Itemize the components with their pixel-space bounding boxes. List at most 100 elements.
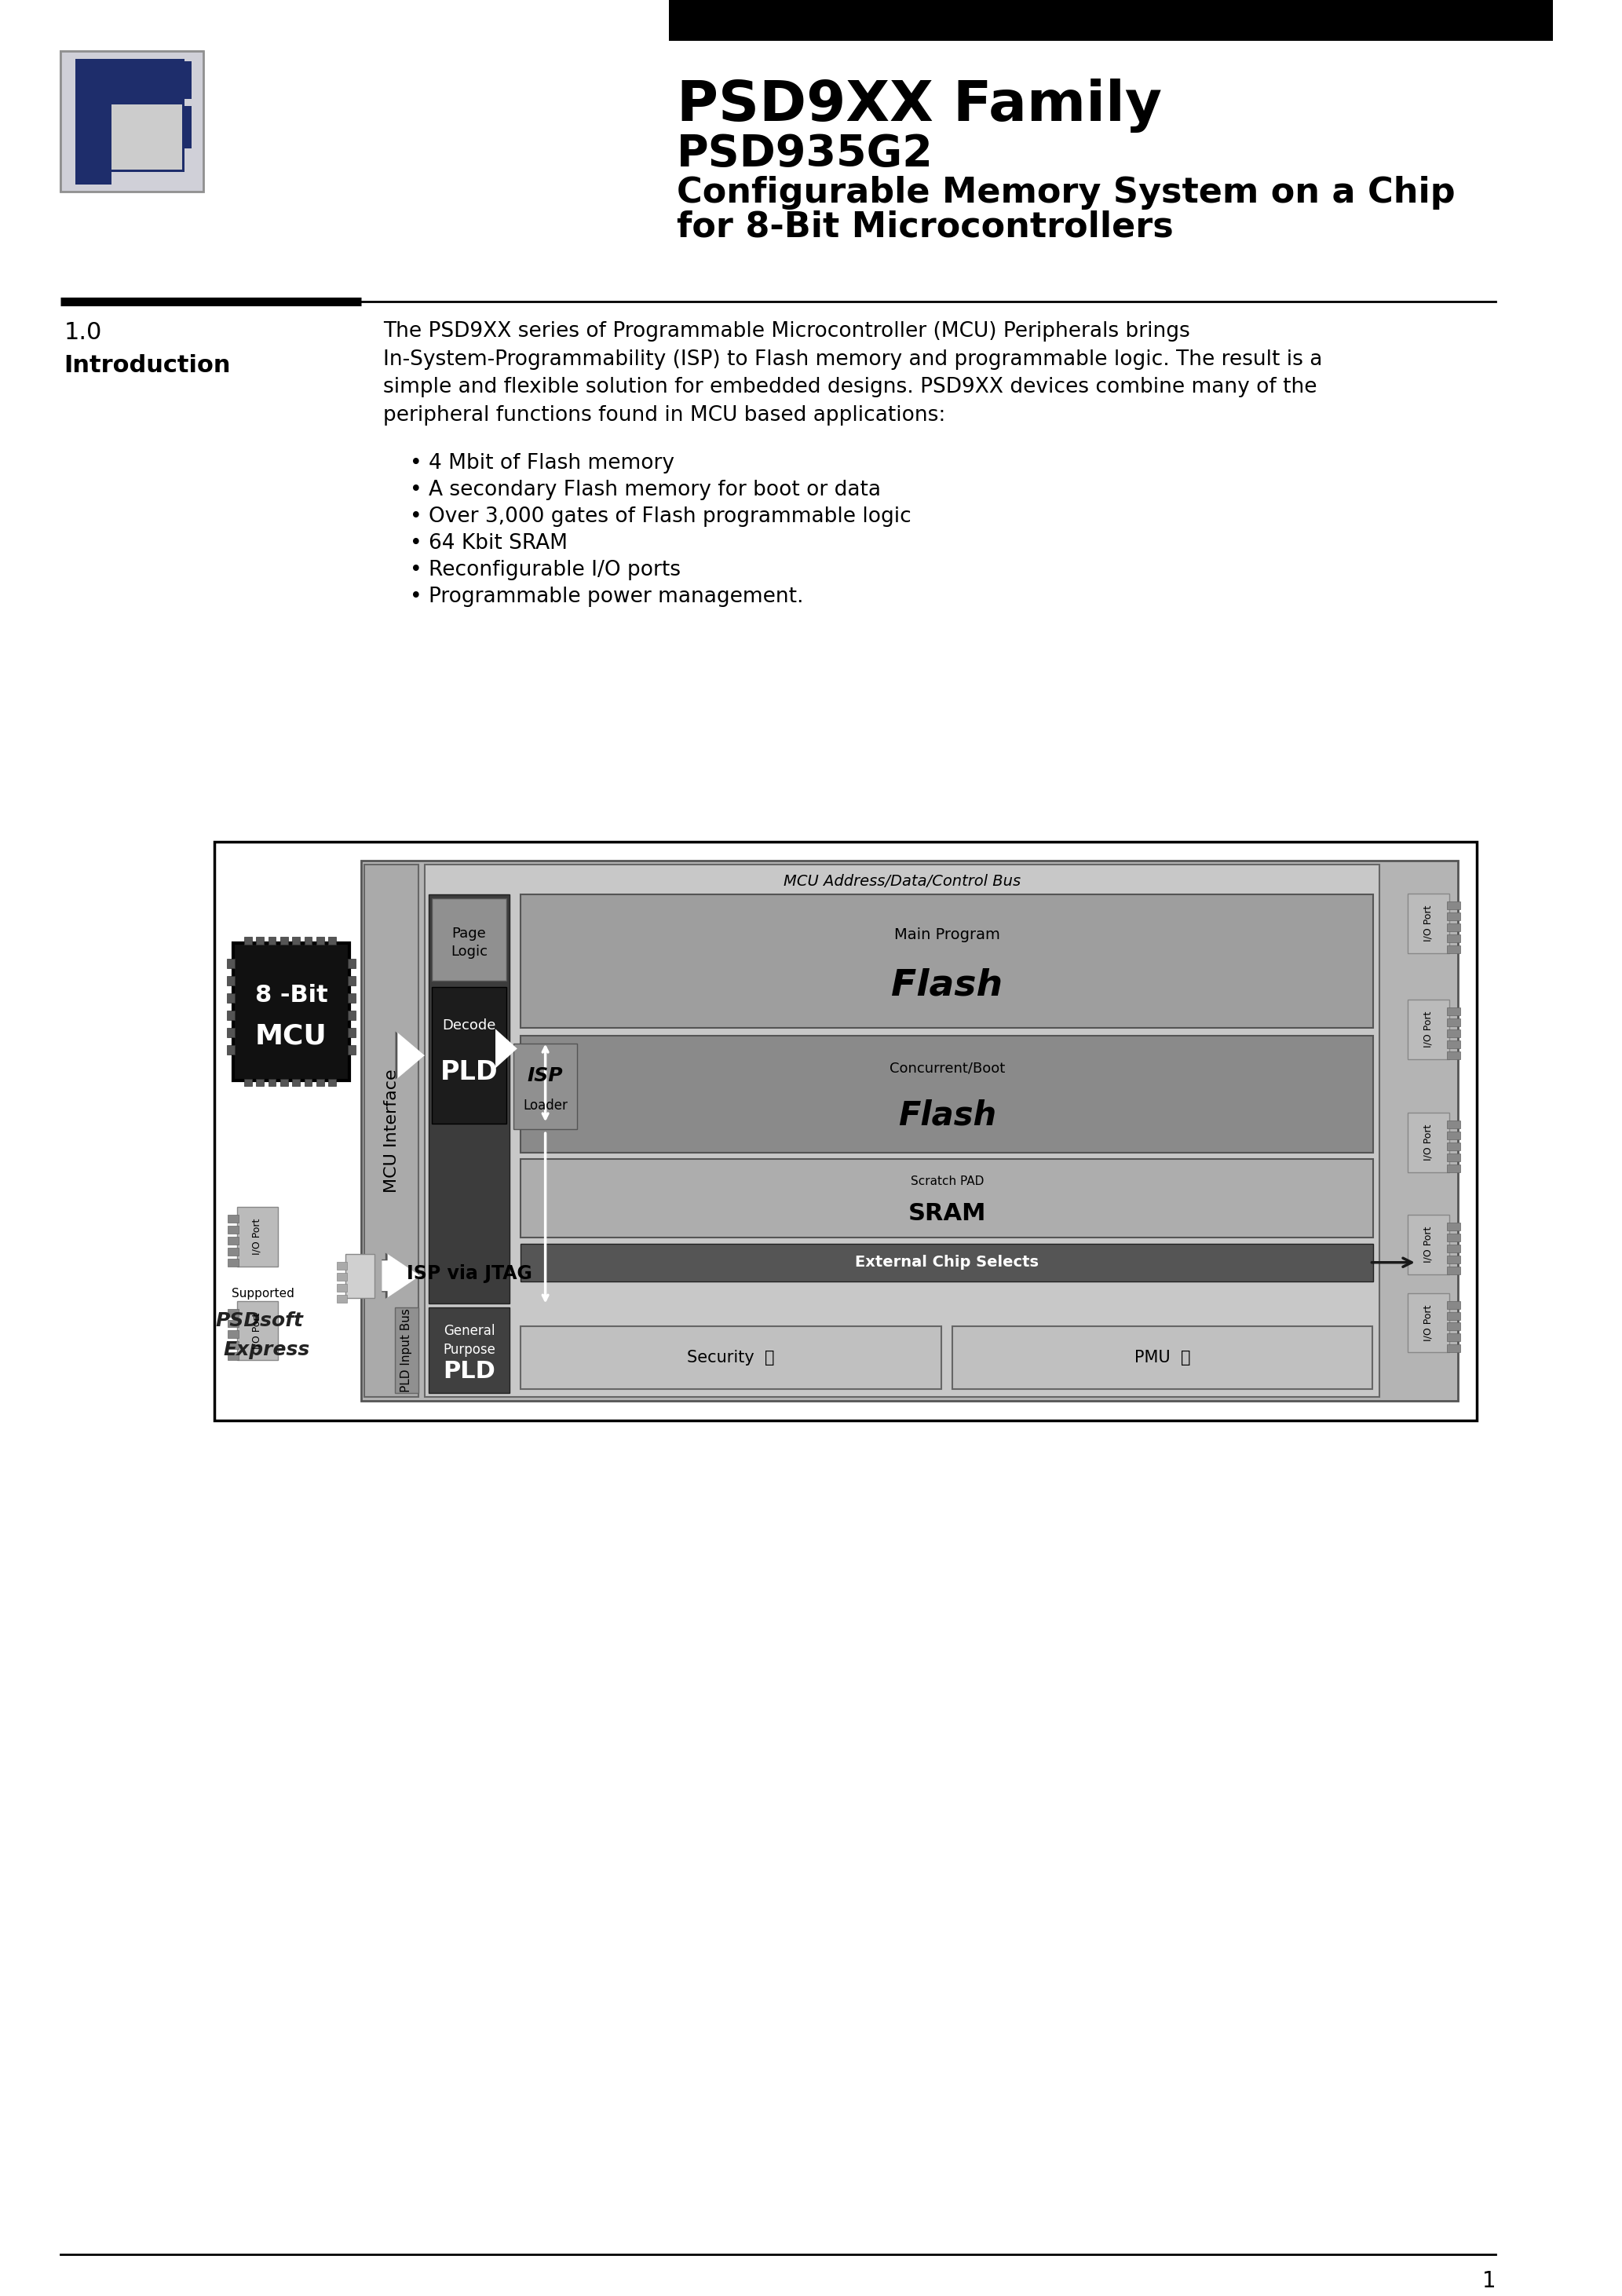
Text: • Reconfigurable I/O ports: • Reconfigurable I/O ports: [410, 560, 681, 581]
Bar: [337, 1263, 347, 1270]
Text: PSDsoft: PSDsoft: [216, 1311, 303, 1329]
Bar: [227, 994, 235, 1003]
Text: I/O Port: I/O Port: [1422, 1010, 1434, 1047]
Bar: [349, 960, 355, 969]
Bar: [245, 937, 251, 944]
Bar: [75, 60, 109, 179]
Bar: [60, 51, 203, 193]
Text: I/O Port: I/O Port: [1422, 1125, 1434, 1162]
Bar: [428, 1306, 509, 1394]
Text: ISP: ISP: [527, 1068, 563, 1086]
Text: Flash: Flash: [899, 1100, 996, 1132]
Bar: [75, 60, 185, 101]
Text: PMU  🧴: PMU 🧴: [1134, 1350, 1191, 1366]
Bar: [394, 1306, 418, 1394]
Bar: [668, 0, 1552, 41]
Text: I/O Port: I/O Port: [1422, 1226, 1434, 1263]
Bar: [256, 937, 264, 944]
Text: The PSD9XX series of Programmable Microcontroller (MCU) Peripherals brings: The PSD9XX series of Programmable Microc…: [383, 321, 1191, 342]
Bar: [1447, 1153, 1460, 1162]
Bar: [431, 898, 506, 980]
Text: peripheral functions found in MCU based applications:: peripheral functions found in MCU based …: [383, 406, 946, 425]
Bar: [1408, 893, 1448, 953]
Text: PSD935G2: PSD935G2: [676, 133, 933, 174]
Bar: [521, 1035, 1374, 1153]
Text: Concurrent/Boot: Concurrent/Boot: [889, 1061, 1006, 1075]
Bar: [1447, 1334, 1460, 1341]
Bar: [349, 976, 355, 985]
Bar: [1447, 1233, 1460, 1242]
Text: PLD Input Bus: PLD Input Bus: [401, 1309, 412, 1391]
Text: Introduction: Introduction: [63, 354, 230, 377]
Text: MCU Address/Data/Control Bus: MCU Address/Data/Control Bus: [783, 875, 1020, 889]
Bar: [237, 1208, 277, 1267]
Bar: [1447, 1132, 1460, 1139]
Bar: [227, 1332, 238, 1339]
Bar: [316, 1079, 324, 1086]
Text: simple and flexible solution for embedded designs. PSD9XX devices combine many o: simple and flexible solution for embedde…: [383, 377, 1317, 397]
Bar: [360, 861, 1458, 1401]
Bar: [234, 944, 349, 1079]
Bar: [316, 937, 324, 944]
Bar: [1447, 1311, 1460, 1320]
Bar: [514, 1042, 577, 1130]
Text: MCU Interface: MCU Interface: [384, 1070, 399, 1194]
Bar: [1447, 1008, 1460, 1015]
Text: I/O Port: I/O Port: [251, 1313, 263, 1348]
Bar: [337, 1272, 347, 1281]
Bar: [227, 1045, 235, 1054]
Bar: [227, 1215, 238, 1221]
Bar: [329, 1079, 336, 1086]
Text: Security  🔒: Security 🔒: [688, 1350, 775, 1366]
FancyArrowPatch shape: [397, 1033, 425, 1079]
Bar: [60, 51, 203, 193]
Bar: [227, 1247, 238, 1256]
Text: 1: 1: [1483, 2271, 1495, 2291]
Bar: [521, 1244, 1374, 1281]
Bar: [349, 1029, 355, 1038]
Text: Flash: Flash: [892, 967, 1002, 1003]
Text: Decode: Decode: [443, 1017, 496, 1033]
Bar: [1447, 1017, 1460, 1026]
Bar: [345, 1254, 375, 1297]
Bar: [281, 937, 287, 944]
Bar: [521, 895, 1374, 1029]
Text: Main Program: Main Program: [894, 928, 1001, 941]
Text: • Programmable power management.: • Programmable power management.: [410, 585, 803, 606]
Text: 8 -Bit: 8 -Bit: [255, 983, 328, 1006]
Text: Logic: Logic: [451, 944, 488, 957]
Bar: [521, 1327, 941, 1389]
Bar: [112, 106, 191, 149]
Bar: [227, 960, 235, 969]
Text: In-System-Programmability (ISP) to Flash memory and programmable logic. The resu: In-System-Programmability (ISP) to Flash…: [383, 349, 1322, 370]
Text: SRAM: SRAM: [908, 1203, 986, 1226]
Bar: [1447, 1302, 1460, 1309]
FancyArrowPatch shape: [381, 1254, 420, 1300]
Bar: [227, 1238, 238, 1244]
Text: PLD: PLD: [443, 1359, 495, 1382]
Bar: [245, 1079, 251, 1086]
Bar: [305, 937, 311, 944]
Polygon shape: [109, 101, 185, 172]
Bar: [1447, 1345, 1460, 1352]
Text: MCU: MCU: [255, 1024, 328, 1049]
Bar: [365, 866, 418, 1396]
FancyArrowPatch shape: [543, 1134, 548, 1300]
Text: Scratch PAD: Scratch PAD: [910, 1176, 985, 1187]
Bar: [337, 1283, 347, 1290]
Bar: [425, 866, 1379, 1396]
Bar: [1447, 912, 1460, 921]
Bar: [1447, 1029, 1460, 1038]
FancyArrowPatch shape: [396, 1031, 425, 1079]
FancyArrowPatch shape: [495, 1029, 517, 1068]
Text: Configurable Memory System on a Chip: Configurable Memory System on a Chip: [676, 177, 1455, 209]
Bar: [1447, 934, 1460, 941]
Text: Page: Page: [453, 925, 487, 941]
Text: • Over 3,000 gates of Flash programmable logic: • Over 3,000 gates of Flash programmable…: [410, 507, 912, 526]
Bar: [329, 937, 336, 944]
Bar: [75, 62, 191, 99]
Text: for 8-Bit Microcontrollers: for 8-Bit Microcontrollers: [676, 209, 1173, 243]
Text: 1.0: 1.0: [63, 321, 102, 344]
Polygon shape: [112, 103, 182, 170]
Bar: [1447, 1040, 1460, 1047]
